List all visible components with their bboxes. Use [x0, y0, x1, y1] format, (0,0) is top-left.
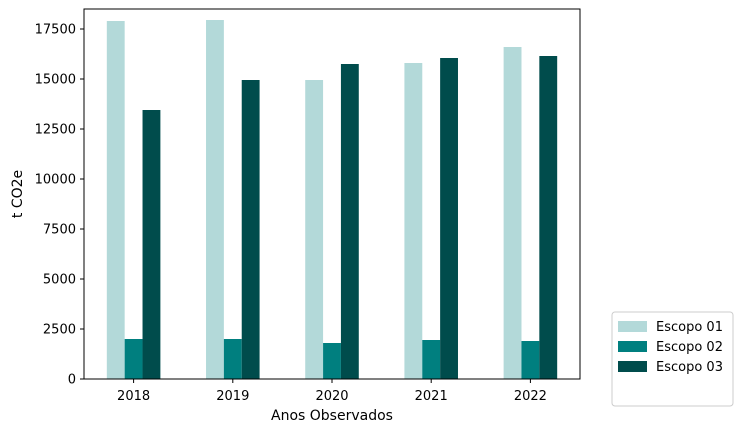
bars-group [106, 20, 558, 379]
bar-escopo-01-2020 [305, 80, 324, 379]
bar-escopo-01-2022 [503, 47, 522, 379]
bar-escopo-03-2019 [241, 80, 260, 379]
bar-escopo-02-2020 [323, 343, 341, 379]
legend-box [611, 311, 734, 407]
bar-escopo-03-2020 [340, 64, 359, 379]
y-axis: 0 2500 5000 7500 10000 12500 15000 17500 [35, 23, 84, 388]
bar-escopo-03-2021 [440, 58, 458, 379]
bar-escopo-01-2019 [206, 20, 224, 379]
x-axis-label: Anos Observados [271, 408, 393, 424]
legend-swatch [618, 321, 647, 332]
y-tick-label: 15000 [35, 73, 76, 88]
bar-escopo-02-2021 [422, 340, 441, 379]
y-tick-label: 5000 [43, 273, 76, 288]
y-tick-label: 17500 [35, 23, 76, 38]
x-tick-label: 2018 [117, 389, 150, 404]
legend-swatch [618, 361, 647, 372]
bar-escopo-03-2018 [142, 110, 161, 379]
legend-swatch [618, 341, 647, 352]
y-tick-label: 12500 [35, 123, 76, 138]
bar-escopo-02-2018 [124, 339, 143, 379]
legend: Escopo 01 Escopo 02 Escopo 03 [611, 311, 734, 407]
legend-label: Escopo 03 [656, 360, 723, 375]
bar-escopo-01-2018 [106, 21, 125, 379]
plot-frame [83, 8, 581, 380]
bar-escopo-02-2022 [521, 341, 540, 379]
y-tick-label: 2500 [43, 323, 76, 338]
bar-escopo-03-2022 [539, 56, 558, 379]
bar-escopo-02-2019 [223, 339, 242, 379]
legend-label: Escopo 02 [656, 340, 723, 355]
x-tick-label: 2020 [315, 389, 348, 404]
legend-label: Escopo 01 [656, 320, 723, 335]
x-axis: 2018 2019 2020 2021 2022 [117, 379, 547, 404]
x-tick-label: 2022 [514, 389, 547, 404]
y-tick-label: 10000 [35, 173, 76, 188]
y-axis-label: t CO2e [10, 170, 26, 218]
bar-escopo-01-2021 [404, 63, 423, 379]
y-tick-label: 7500 [43, 223, 76, 238]
x-tick-label: 2021 [415, 389, 448, 404]
y-tick-label: 0 [68, 373, 76, 388]
x-tick-label: 2019 [216, 389, 249, 404]
